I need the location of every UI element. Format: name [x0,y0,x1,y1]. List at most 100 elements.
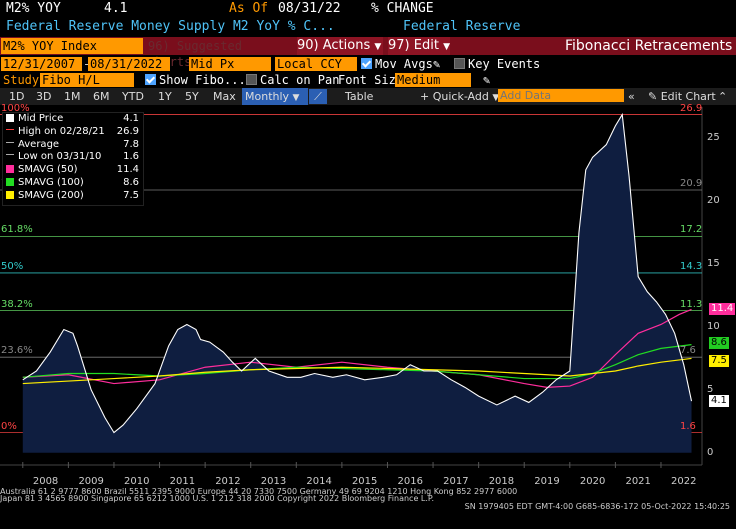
checkbox-icon [454,58,465,69]
show-fibo-toggle[interactable]: Show Fibo... [145,72,246,88]
legend-value: 1.6 [123,151,139,163]
footer-line-2: Japan 81 3 4565 8900 Singapore 65 6212 1… [0,494,435,503]
chart-toolbar: 1D 3D 1M 6M YTD 1Y 5Y Max Monthly ▼ ⟋ Ta… [0,88,736,107]
y-tick-label: 25 [707,132,720,144]
legend-label: Low on 03/31/10 [18,151,102,163]
x-tick-label: 2020 [580,476,605,487]
x-tick-label: 2016 [398,476,423,487]
pen-icon[interactable]: ✎ [433,57,441,71]
ma-line [22,357,692,385]
legend-label: SMAVG (100) [18,176,84,188]
period-ytd[interactable]: YTD [122,90,144,103]
fib-value-label: 26.9 [680,102,703,114]
actions-label: 90) Actions [297,38,371,53]
caret-down-icon: ▼ [292,93,300,103]
fib-value-label: 11.3 [680,298,703,310]
legend-label: High on 02/28/21 [18,125,105,137]
footer-line-3: SN 1979405 EDT GMT-4:00 G685-6836-172 05… [464,502,730,511]
collapse-double-chevron-icon[interactable]: « [628,90,635,103]
frequency-label: Monthly [245,90,290,103]
caret-down-icon: ▼ [374,42,382,52]
line-chart-icon[interactable]: ⟋ [309,89,327,104]
study-label: Study [3,73,40,87]
price-field-select[interactable]: Mid Px [189,57,271,71]
edit-menu[interactable]: 97) Edit ▼ [388,37,450,55]
checkbox-checked-icon [145,74,156,85]
legend-value: 7.5 [123,189,139,201]
date-from-field[interactable]: 12/31/2007 [1,57,82,71]
quick-add-label: Quick-Add [432,90,489,103]
period-1y[interactable]: 1Y [158,90,172,103]
legend-swatch [6,114,14,122]
legend-item: Mid Price 4.1 [3,113,143,126]
x-tick-label: 2010 [124,476,149,487]
add-data-input[interactable] [498,89,624,102]
fib-percent-label: 38.2% [1,298,33,310]
period-max[interactable]: Max [213,90,236,103]
suggested-charts-button[interactable]: 96) Suggested Charts [148,39,242,69]
currency-select[interactable]: Local CCY [275,57,357,71]
controls-row-2: Study Fibo H/L Show Fibo... Calc on Pan … [0,72,736,88]
legend-value: 4.1 [123,113,139,124]
legend-label: SMAVG (200) [18,189,84,201]
study-select[interactable]: Fibo H/L [40,73,134,87]
mov-avgs-toggle[interactable]: Mov Avgs [361,56,433,72]
y-tick-label: 10 [707,321,720,332]
frequency-select[interactable]: Monthly ▼ [242,88,308,107]
fib-percent-label: 0% [1,420,17,432]
checkbox-icon [246,74,257,85]
legend-label: SMAVG (50) [18,164,78,176]
pen-icon[interactable]: ✎ [483,73,491,87]
collapse-chevron-icon[interactable]: ⌃ [718,90,728,103]
legend-label: Mid Price [18,113,64,124]
period-6m[interactable]: 6M [93,90,110,103]
last-value-tag: 11.4 [709,303,736,316]
legend-swatch [6,177,14,186]
ma-line [22,344,692,380]
edit-label: 97) Edit [388,38,439,53]
font-size-select[interactable]: Medium [395,73,471,87]
footer-line-1: Australia 61 2 9777 8600 Brazil 5511 239… [0,487,518,496]
key-events-toggle[interactable]: Key Events [454,56,540,72]
period-5y[interactable]: 5Y [185,90,199,103]
x-tick-label: 2019 [534,476,559,487]
legend-item: Average 7.8 [3,139,143,152]
table-button[interactable]: Table [345,90,374,103]
legend-value: 7.8 [123,138,139,150]
date-separator: - [83,57,91,71]
fib-percent-label: 61.8% [1,224,33,236]
last-value-tag: 4.1 [709,395,729,408]
x-tick-label: 2011 [170,476,195,487]
change-label: % CHANGE [371,1,434,16]
last-value: 4.1 [104,1,128,16]
price-line [22,112,693,434]
study-title: Fibonacci Retracements [565,38,733,54]
show-fibo-label: Show Fibo... [159,73,246,87]
x-tick-label: 2017 [443,476,468,487]
legend-swatch [6,154,14,156]
edit-chart-button[interactable]: ✎ Edit Chart [648,88,716,105]
fib-percent-label: 23.6% [1,345,33,357]
period-3d[interactable]: 3D [36,90,52,103]
quick-add-button[interactable]: + Quick-Add ▼ [420,88,499,107]
period-1m[interactable]: 1M [64,90,81,103]
legend-item: SMAVG (50) 11.4 [3,164,143,177]
x-tick-label: 2008 [33,476,58,487]
legend-label: Average [18,138,60,150]
x-tick-label: 2018 [489,476,514,487]
actions-menu[interactable]: 90) Actions ▼ [297,37,383,55]
pen-icon: ✎ [648,90,661,103]
as-of-date: 08/31/22 [278,1,341,16]
legend-value: 26.9 [116,125,139,137]
y-tick-label: 15 [707,258,720,270]
calc-on-pan-toggle[interactable]: Calc on Pan [246,72,339,88]
x-tick-label: 2021 [625,476,650,487]
legend-item: Low on 03/31/10 1.6 [3,151,143,164]
legend-value: 8.6 [123,176,139,188]
y-tick-label: 0 [707,446,714,458]
date-to-field[interactable]: 08/31/2022 [88,57,170,71]
x-tick-label: 2012 [215,476,240,487]
period-1d[interactable]: 1D [9,90,25,103]
security-field[interactable]: M2% YOY Index [1,38,143,54]
edit-chart-label: Edit Chart [660,90,716,103]
